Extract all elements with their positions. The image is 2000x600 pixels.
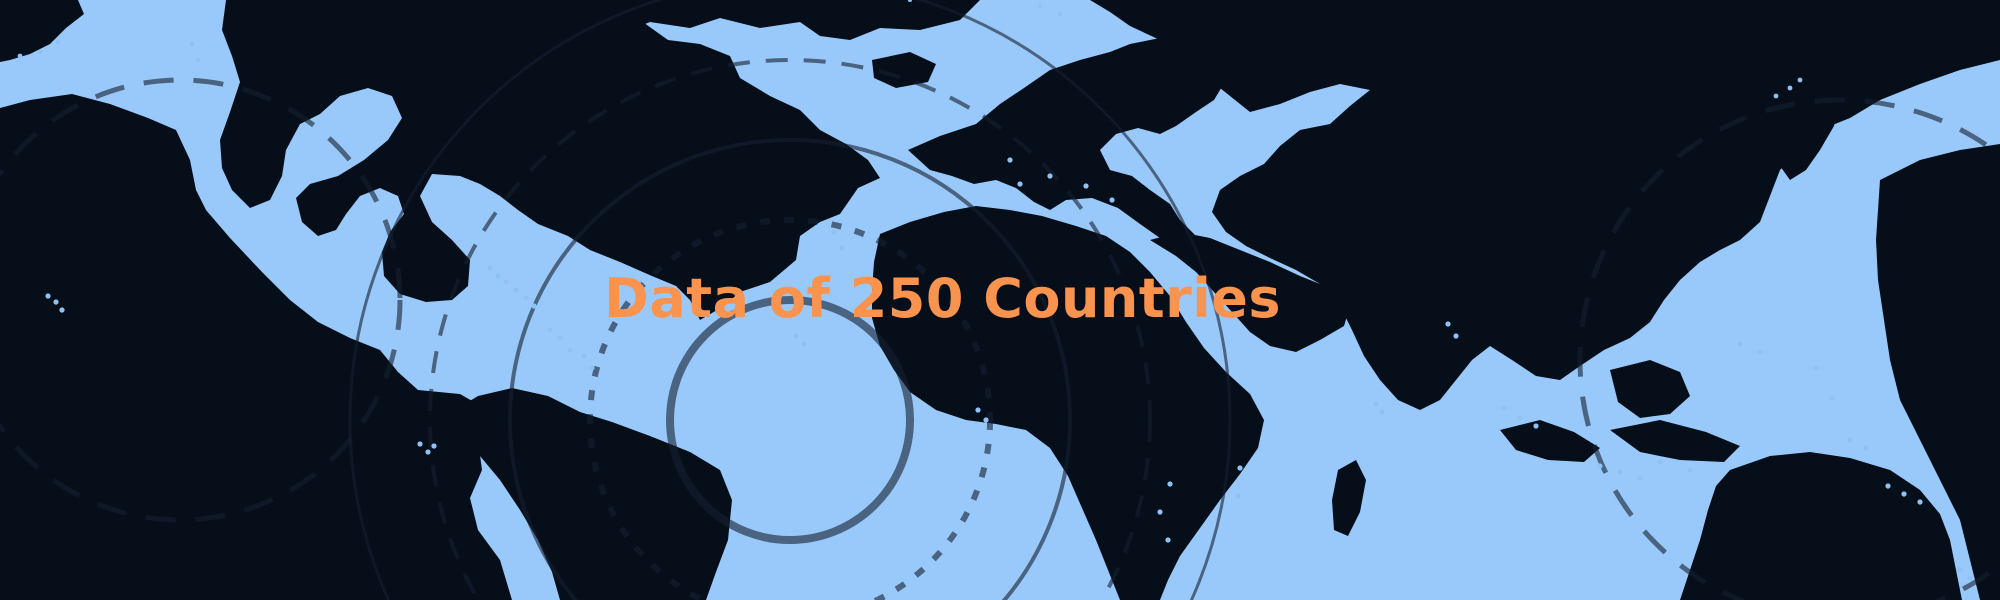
landmass-arctic-isle-1 (560, 72, 628, 112)
landmass-indonesia-1 (1500, 420, 1600, 462)
landmass-asia (1090, 0, 2000, 410)
landmass-greenland (400, 0, 980, 40)
landmass-arctic-isle-2 (428, 102, 498, 140)
landmass-right-edge (1876, 144, 2000, 600)
landmass-left-edge (0, 94, 512, 600)
island-dots (17, 0, 1973, 581)
landmass-south-america (448, 388, 732, 600)
landmass-australia (1680, 452, 1962, 600)
landmass-iceland (872, 52, 936, 88)
landmass-borneo (1610, 360, 1690, 418)
landmass-north-america (220, 0, 880, 320)
landmass-europe (908, 38, 1226, 248)
landmass-madagascar (1332, 460, 1366, 536)
banner-headline: Data of 250 Countries (604, 267, 1282, 330)
landmass-indonesia-2 (1610, 420, 1740, 462)
landmass-japan (1780, 84, 1840, 180)
landmass-north-pacific (0, 0, 84, 62)
